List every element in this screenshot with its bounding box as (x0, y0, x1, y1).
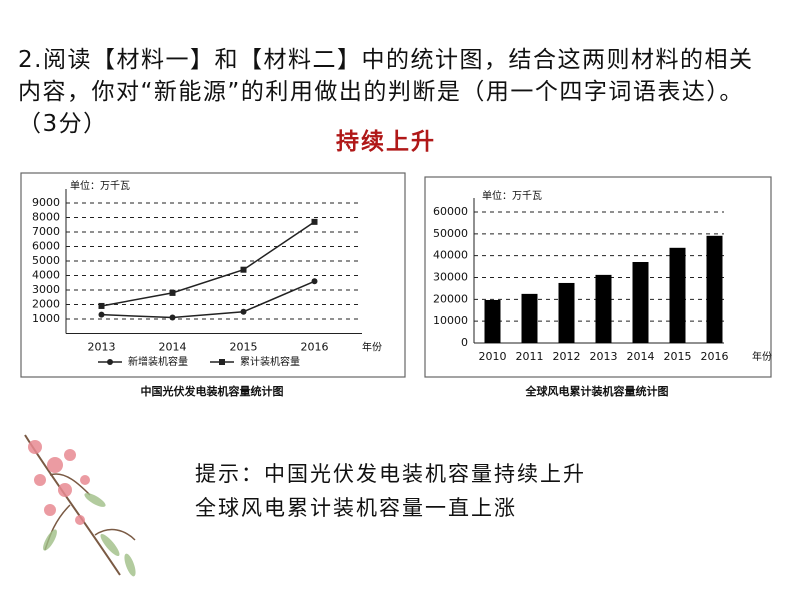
chart-title: 中国光伏发电装机容量统计图 (141, 384, 284, 398)
y-tick-label: 5000 (32, 254, 60, 267)
marker (98, 311, 105, 318)
x-tick-label: 2013 (590, 350, 618, 363)
flower-decoration (24, 434, 136, 577)
y-tick-label: 30000 (433, 271, 468, 284)
marker (169, 314, 176, 321)
x-tick-label: 2015 (664, 350, 692, 363)
bar (706, 235, 723, 343)
y-tick-label: 40000 (433, 249, 468, 262)
marker (240, 308, 247, 315)
chart-frame (424, 176, 772, 378)
marker (311, 218, 318, 225)
y-tick-label: 9000 (32, 196, 60, 209)
y-tick-label: 3000 (32, 283, 60, 296)
chart-frame (20, 172, 406, 378)
marker (98, 302, 105, 309)
line (101, 221, 315, 307)
x-tick-label: 2010 (479, 350, 507, 363)
x-axis-label: 年份 (362, 341, 382, 354)
marker (219, 359, 225, 365)
y-axis-label: 单位：万千瓦 (70, 179, 130, 192)
y-tick-label: 6000 (32, 240, 60, 253)
question: 2.阅读【材料一】和【材料二】中的统计图，结合这两则材料的相关内容，你对“新能源… (18, 47, 754, 137)
chart-title: 全球风电累计装机容量统计图 (525, 384, 669, 398)
x-tick-label: 2014 (627, 350, 655, 363)
y-axis-label: 单位：万千瓦 (482, 189, 542, 202)
bar (521, 293, 538, 343)
y-tick-label: 8000 (32, 211, 60, 224)
x-tick-label: 2015 (230, 341, 258, 354)
y-tick-label: 20000 (433, 292, 468, 305)
x-axis-label: 年份 (752, 350, 772, 363)
marker (169, 289, 176, 296)
legend-label: 新增装机容量 (128, 355, 188, 368)
y-tick-label: 10000 (433, 314, 468, 327)
bar (558, 282, 575, 343)
y-tick-label: 7000 (32, 225, 60, 238)
hint-line: 提示：中国光伏发电装机容量持续上升 (195, 462, 586, 486)
hint-line: 全球风电累计装机容量一直上涨 (195, 496, 517, 520)
x-tick-label: 2016 (701, 350, 729, 363)
bar (484, 299, 501, 343)
y-tick-label: 2000 (32, 298, 60, 311)
answer: 持续上升 (336, 129, 436, 155)
bar (669, 247, 686, 343)
y-tick-label: 60000 (433, 205, 468, 218)
marker (311, 278, 318, 285)
legend-label: 累计装机容量 (240, 355, 300, 368)
y-tick-label: 4000 (32, 269, 60, 282)
marker (240, 266, 247, 273)
x-tick-label: 2011 (516, 350, 544, 363)
x-tick-label: 2014 (159, 341, 187, 354)
y-tick-label: 1000 (32, 312, 60, 325)
bar (595, 274, 612, 343)
x-tick-label: 2016 (301, 341, 329, 354)
line (101, 280, 315, 319)
x-tick-label: 2013 (88, 341, 116, 354)
y-tick-label: 50000 (433, 227, 468, 240)
y-tick-label: 0 (461, 336, 468, 349)
bar (632, 261, 649, 343)
marker (107, 359, 113, 365)
x-tick-label: 2012 (553, 350, 581, 363)
